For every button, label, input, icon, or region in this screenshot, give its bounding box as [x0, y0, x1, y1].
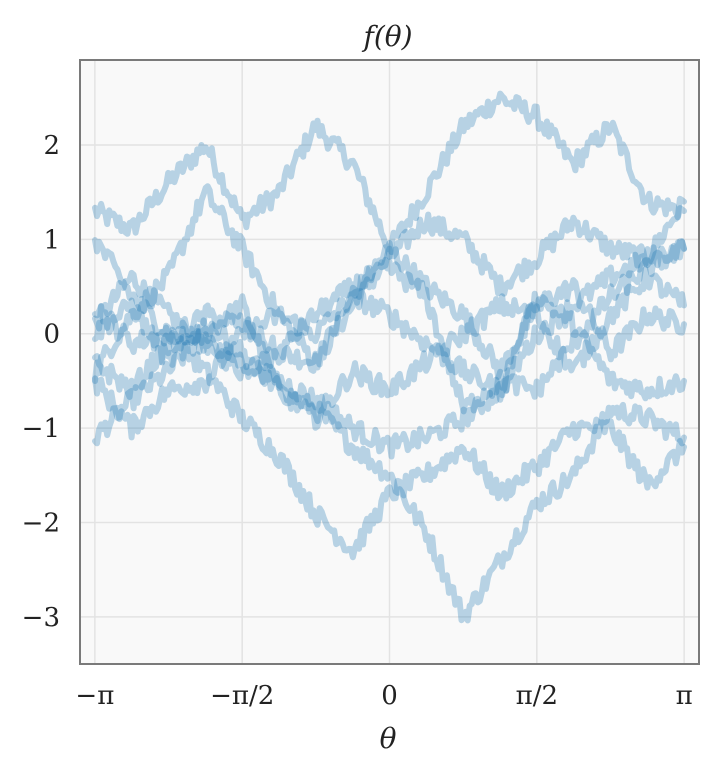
series-line-3	[92, 293, 687, 624]
x-tick-label: π	[676, 681, 693, 711]
y-ticks: 2 1 0 −1 −2 −3	[22, 131, 60, 633]
series-line-5	[92, 303, 687, 561]
y-tick-label: 2	[43, 131, 60, 161]
y-tick-label: −3	[22, 603, 60, 633]
series-line-6	[92, 237, 687, 460]
y-tick-label: −2	[22, 508, 60, 538]
series-line-7	[92, 284, 687, 441]
series-line-1	[92, 90, 687, 260]
x-tick-label: 0	[381, 681, 398, 711]
x-tick-label: −π	[75, 681, 114, 711]
x-tick-label: −π/2	[210, 681, 274, 711]
series-line-2	[92, 195, 687, 382]
x-ticks: −π −π/2 0 π/2 π	[75, 681, 692, 711]
x-axis-label: θ	[380, 722, 397, 755]
series-lines	[92, 90, 687, 624]
y-tick-label: 1	[43, 225, 60, 255]
y-tick-label: −1	[22, 414, 60, 444]
x-tick-label: π/2	[516, 681, 558, 711]
grid-lines	[80, 60, 699, 664]
y-tick-label: 0	[43, 320, 60, 350]
series-line-8	[92, 266, 687, 431]
series-line-9	[92, 238, 687, 415]
series-line-4	[92, 183, 687, 384]
chart-title: f(θ)	[361, 20, 412, 53]
plot-frame	[79, 59, 700, 665]
